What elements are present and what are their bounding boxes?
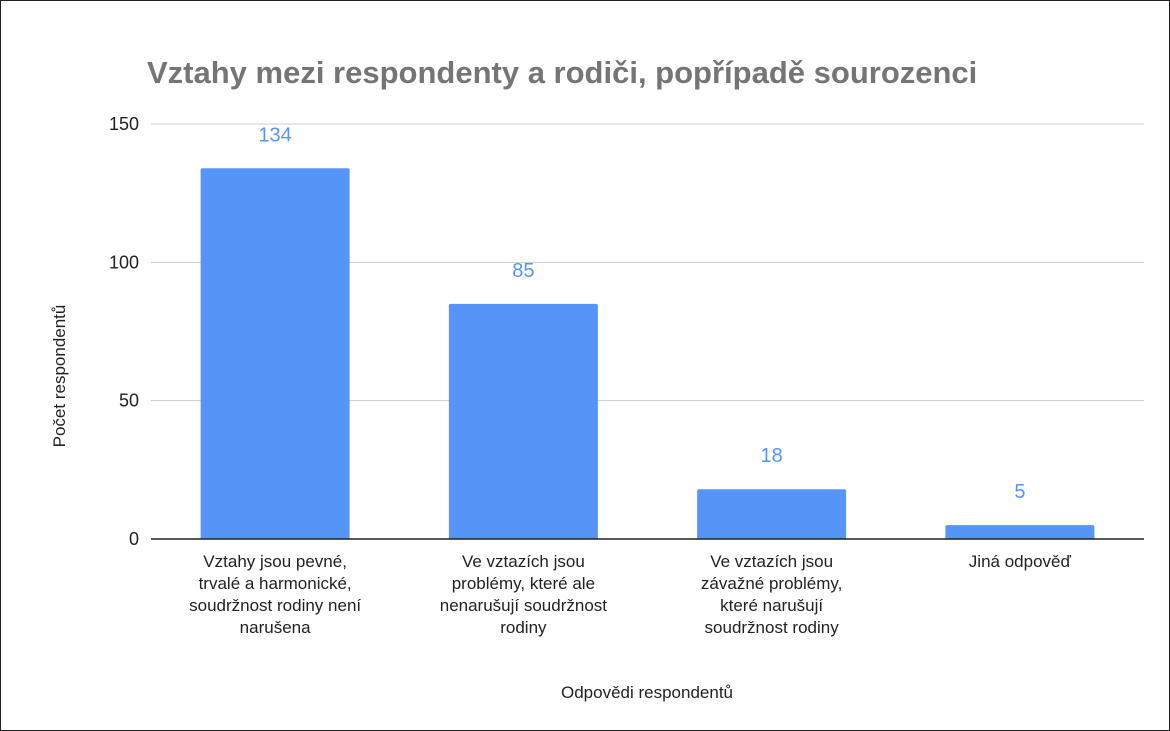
x-axis-title: Odpovědi respondentů (561, 683, 733, 702)
x-tick-label: Vztahy jsou pevné, trvalé a harmonické, so… (189, 552, 361, 637)
bar (448, 303, 598, 539)
bar (200, 168, 350, 539)
y-tick-label: 150 (109, 114, 139, 134)
x-tick-label: Ve vztazích jsou závažné problémy, které n… (701, 552, 842, 637)
x-tick-label-line: nenarušují soudržnost (440, 596, 608, 615)
y-tick-label: 50 (119, 391, 139, 411)
x-tick-label-line: soudržnost rodiny (705, 618, 840, 637)
chart-title: Vztahy mezi respondenty a rodiči, popříp… (147, 55, 977, 90)
x-tick-label-line: trvalé a harmonické, (199, 574, 352, 593)
bar (945, 525, 1095, 539)
x-tick-label-line: rodiny (500, 618, 547, 637)
y-tick-label: 100 (109, 252, 139, 272)
x-tick-label-line: závažné problémy, (701, 574, 842, 593)
x-tick-label: Jiná odpověď (969, 552, 1072, 571)
data-label: 85 (512, 260, 534, 282)
x-tick-label-line: problémy, které ale (452, 574, 595, 593)
x-tick-label-line: soudržnost rodiny není (189, 596, 361, 615)
bars (151, 168, 1144, 540)
data-label: 18 (761, 445, 783, 467)
x-tick-label-line: narušena (240, 618, 311, 637)
x-tick-label-line: Vztahy jsou pevné, (203, 552, 347, 571)
x-tick-label: Ve vztazích jsou problémy, které ale nenar… (440, 552, 608, 637)
x-tick-label-line: Jiná odpověď (969, 552, 1072, 571)
y-tick-label: 0 (129, 529, 139, 549)
x-tick-label-line: Ve vztazích jsou (710, 552, 833, 571)
data-label: 134 (258, 124, 291, 146)
x-axis-category-labels: Vztahy jsou pevné, trvalé a harmonické, so… (189, 552, 1071, 637)
y-axis-title: Počet respondentů (50, 305, 69, 448)
bar (697, 489, 847, 539)
data-labels: 134 85 18 5 (258, 124, 1025, 503)
x-tick-label-line: které narušují (720, 596, 823, 615)
data-label: 5 (1014, 481, 1025, 503)
x-tick-label-line: Ve vztazích jsou (462, 552, 585, 571)
